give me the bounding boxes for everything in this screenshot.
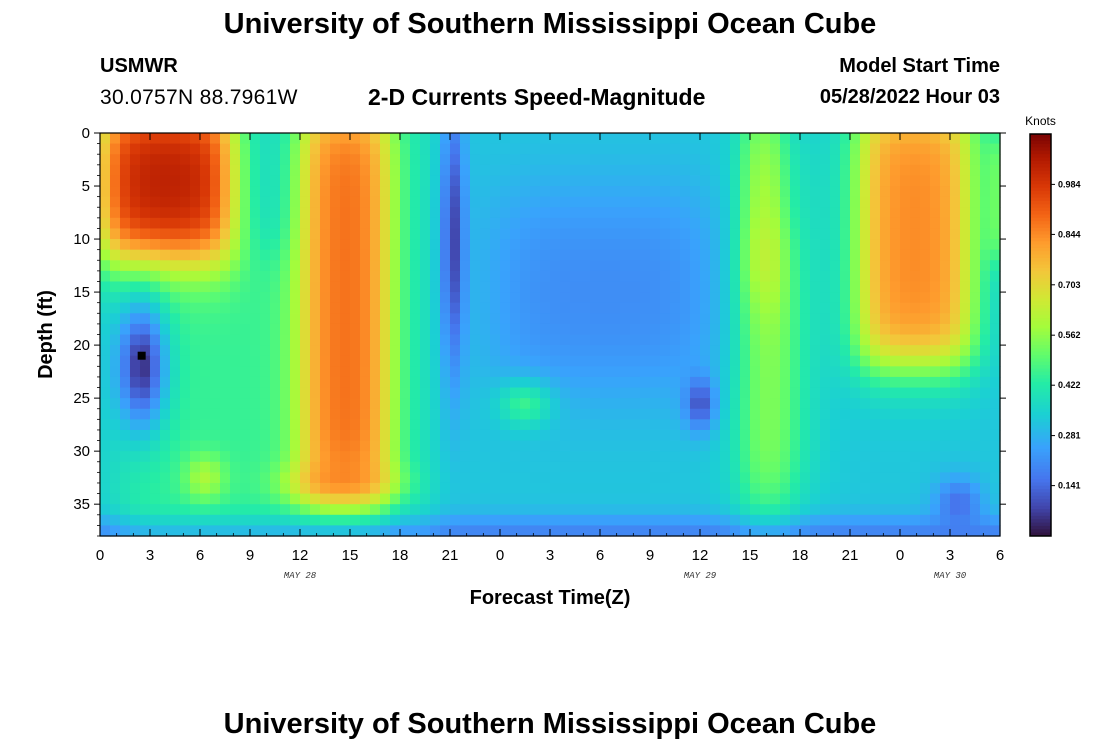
- x-tick-label: 15: [342, 547, 359, 564]
- x-tick-label: 6: [996, 547, 1004, 564]
- x-tick-label: 21: [442, 547, 459, 564]
- colorbar-tick-label: 0.562: [1058, 330, 1081, 340]
- date-label: MAY 28: [284, 571, 317, 581]
- y-tick-label: 20: [73, 337, 90, 354]
- y-axis-title: Depth (ft): [35, 290, 57, 379]
- station-id: USMWR: [100, 55, 178, 77]
- x-tick-label: 9: [246, 547, 254, 564]
- chart-title: 2-D Currents Speed-Magnitude: [368, 84, 706, 110]
- x-tick-label: 3: [546, 547, 554, 564]
- x-tick-label: 0: [496, 547, 504, 564]
- x-tick-label: 18: [792, 547, 809, 564]
- colorbar-tick-label: 0.141: [1058, 481, 1081, 491]
- x-tick-label: 6: [196, 547, 204, 564]
- colorbar: [1030, 134, 1051, 537]
- x-tick-label: 9: [646, 547, 654, 564]
- page-title: University of Southern Mississippi Ocean…: [223, 8, 877, 40]
- y-tick-label: 0: [82, 125, 90, 142]
- colorbar-tick-label: 0.703: [1058, 280, 1081, 290]
- colorbar-tick-label: 0.844: [1058, 229, 1081, 239]
- x-tick-label: 12: [692, 547, 709, 564]
- x-tick-label: 3: [146, 547, 154, 564]
- y-tick-label: 35: [73, 496, 90, 513]
- x-tick-label: 0: [96, 547, 104, 564]
- date-label: MAY 29: [684, 571, 717, 581]
- x-tick-label: 0: [896, 547, 904, 564]
- y-tick-label: 15: [73, 284, 90, 301]
- model-start-value: 05/28/2022 Hour 03: [819, 86, 1000, 108]
- x-tick-label: 3: [946, 547, 954, 564]
- colorbar-tick-label: 0.422: [1058, 380, 1081, 390]
- y-tick-label: 30: [73, 443, 90, 460]
- x-tick-label: 6: [596, 547, 604, 564]
- station-coordinates: 30.0757N 88.7961W: [100, 86, 298, 109]
- heatmap-cells: [100, 133, 1001, 537]
- date-label: MAY 30: [934, 571, 967, 581]
- y-tick-label: 5: [82, 178, 90, 195]
- model-start-label: Model Start Time: [839, 55, 1000, 77]
- y-tick-label: 25: [73, 390, 90, 407]
- station-marker: [137, 351, 146, 360]
- x-axis-title: Forecast Time(Z): [470, 587, 631, 609]
- colorbar-tick-label: 0.984: [1058, 179, 1081, 189]
- footer-title: University of Southern Mississippi Ocean…: [223, 708, 877, 740]
- x-tick-label: 12: [292, 547, 309, 564]
- colorbar-tick-label: 0.281: [1058, 431, 1081, 441]
- x-tick-label: 21: [842, 547, 859, 564]
- y-tick-label: 10: [73, 231, 90, 248]
- x-tick-label: 18: [392, 547, 409, 564]
- colorbar-unit: Knots: [1025, 114, 1056, 128]
- x-tick-label: 15: [742, 547, 759, 564]
